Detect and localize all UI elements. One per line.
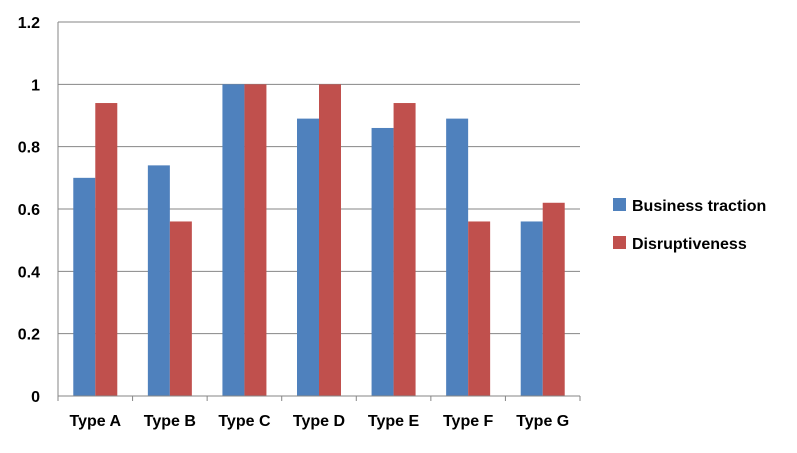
y-tick-label: 1.2 [18,15,40,32]
bar-disruptiveness-type-d [319,84,341,396]
legend-label: Business traction [632,198,766,215]
bar-disruptiveness-type-e [393,103,416,397]
y-tick-label: 0.4 [18,264,40,281]
y-tick-label: 0.6 [18,202,40,219]
bar-business-traction-type-d [297,118,319,396]
x-tick-label: Type E [368,413,420,430]
bar-business-traction-type-g [520,221,543,396]
bar-business-traction-type-a [73,177,96,396]
bar-business-traction-type-e [371,127,394,396]
legend-label: Disruptiveness [632,236,747,253]
y-tick-labels: 0 0.2 0.4 0.6 0.8 1 1.2 [18,15,40,406]
bar-disruptiveness-type-f [468,221,491,396]
y-tick-label: 0.8 [18,140,40,157]
x-tick-labels: Type A Type B Type C Type D Type E Type F Type… [70,413,570,430]
x-tick-label: Type F [443,413,494,430]
x-tick-label: Type G [516,413,569,430]
legend: Business traction Disruptiveness [613,198,766,253]
bars [73,84,565,397]
bar-disruptiveness-type-c [244,84,267,396]
legend-swatch [613,236,626,249]
bar-disruptiveness-type-g [542,202,565,396]
axes [57,22,581,401]
legend-swatch [613,198,626,211]
x-tick-label: Type B [144,413,196,430]
x-tick-label: Type C [218,413,271,430]
y-tick-label: 0.2 [18,327,40,344]
y-tick-label: 1 [31,77,40,94]
y-tick-label: 0 [31,389,40,406]
x-tick-label: Type A [70,413,122,430]
bar-disruptiveness-type-a [95,103,118,397]
x-tick-label: Type D [293,413,345,430]
bar-disruptiveness-type-b [169,221,192,396]
bar-business-traction-type-c [222,84,245,396]
bar-business-traction-type-b [147,165,170,396]
bar-business-traction-type-f [446,118,469,396]
